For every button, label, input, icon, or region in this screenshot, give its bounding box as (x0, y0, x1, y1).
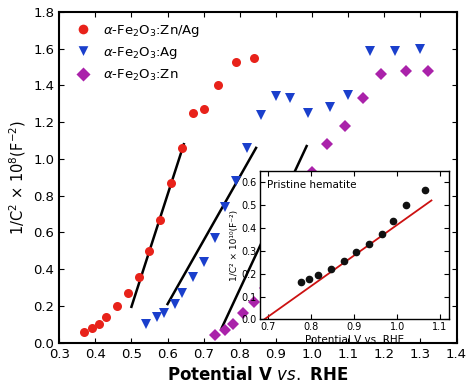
X-axis label: Potential V $\it{vs.}$ RHE: Potential V $\it{vs.}$ RHE (167, 366, 348, 384)
Legend: $\alpha$-Fe$_2$O$_3$:Zn/Ag, $\alpha$-Fe$_2$O$_3$:Ag, $\alpha$-Fe$_2$O$_3$:Zn: $\alpha$-Fe$_2$O$_3$:Zn/Ag, $\alpha$-Fe$… (66, 18, 204, 87)
Y-axis label: 1/C$^{2}$ × 10$^{8}$(F$^{-2}$): 1/C$^{2}$ × 10$^{8}$(F$^{-2}$) (7, 120, 27, 235)
